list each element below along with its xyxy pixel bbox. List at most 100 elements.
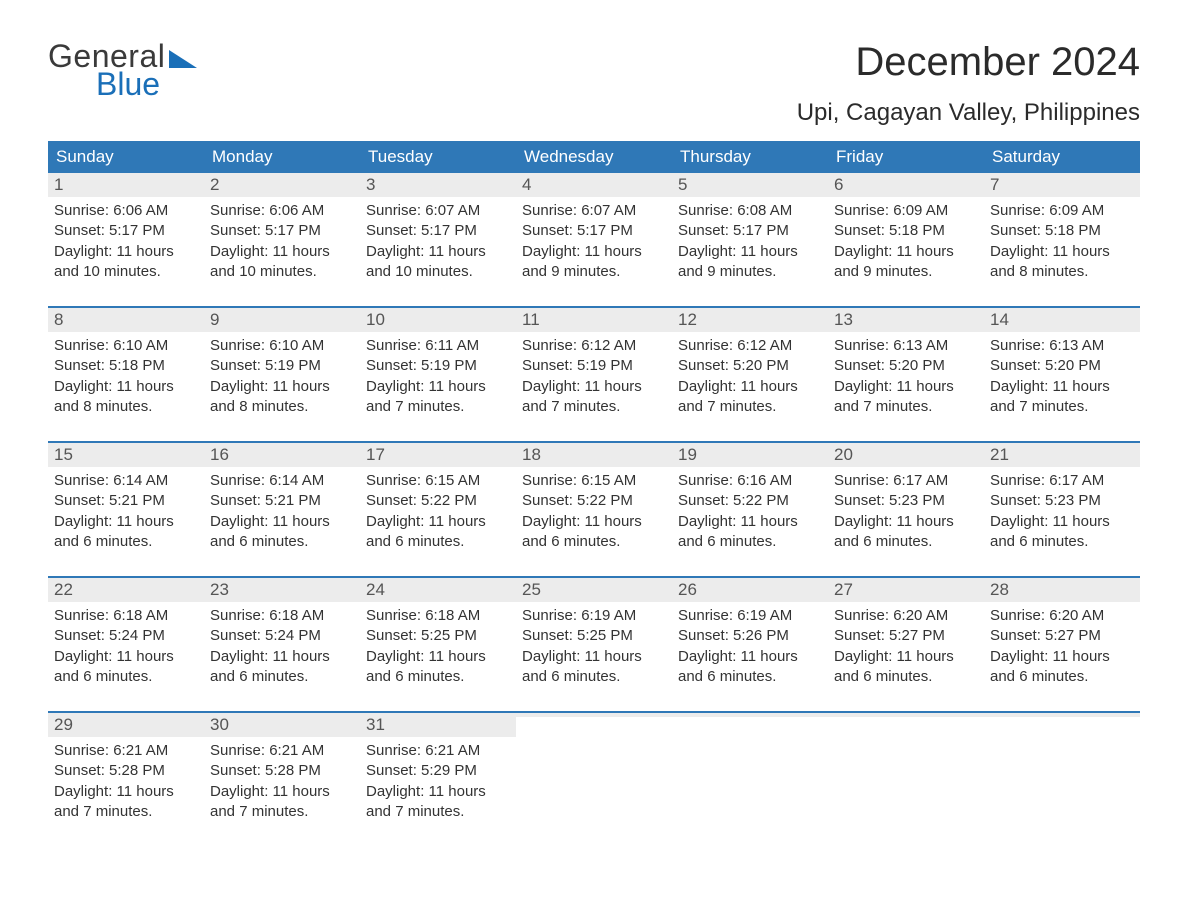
day-sunrise-text: Sunrise: 6:06 AM <box>210 201 354 221</box>
day-cell: 8Sunrise: 6:10 AMSunset: 5:18 PMDaylight… <box>48 308 204 431</box>
day-number: 3 <box>366 175 375 194</box>
day-sunrise-text: Sunrise: 6:11 AM <box>366 336 510 356</box>
weekday-header-row: Sunday Monday Tuesday Wednesday Thursday… <box>48 141 1140 173</box>
day-dl1-text: Daylight: 11 hours <box>678 242 822 262</box>
day-dl1-text: Daylight: 11 hours <box>834 512 978 532</box>
day-sunset-text: Sunset: 5:22 PM <box>366 491 510 511</box>
day-sunrise-text: Sunrise: 6:10 AM <box>54 336 198 356</box>
day-content: Sunrise: 6:15 AMSunset: 5:22 PMDaylight:… <box>360 467 516 552</box>
day-dl1-text: Daylight: 11 hours <box>678 377 822 397</box>
day-sunset-text: Sunset: 5:27 PM <box>990 626 1134 646</box>
day-cell: 30Sunrise: 6:21 AMSunset: 5:28 PMDayligh… <box>204 713 360 836</box>
day-number-row: 9 <box>204 308 360 332</box>
day-sunrise-text: Sunrise: 6:21 AM <box>366 741 510 761</box>
day-sunrise-text: Sunrise: 6:16 AM <box>678 471 822 491</box>
day-dl2-text: and 8 minutes. <box>990 262 1134 282</box>
day-number-row <box>828 713 984 717</box>
day-dl2-text: and 7 minutes. <box>522 397 666 417</box>
day-sunrise-text: Sunrise: 6:19 AM <box>678 606 822 626</box>
weekday-header: Sunday <box>48 141 204 173</box>
day-cell: 24Sunrise: 6:18 AMSunset: 5:25 PMDayligh… <box>360 578 516 701</box>
day-sunset-text: Sunset: 5:17 PM <box>54 221 198 241</box>
day-cell: 31Sunrise: 6:21 AMSunset: 5:29 PMDayligh… <box>360 713 516 836</box>
day-dl2-text: and 6 minutes. <box>990 532 1134 552</box>
day-number-row: 14 <box>984 308 1140 332</box>
day-dl1-text: Daylight: 11 hours <box>366 377 510 397</box>
day-cell: 27Sunrise: 6:20 AMSunset: 5:27 PMDayligh… <box>828 578 984 701</box>
day-content: Sunrise: 6:17 AMSunset: 5:23 PMDaylight:… <box>828 467 984 552</box>
day-content: Sunrise: 6:07 AMSunset: 5:17 PMDaylight:… <box>360 197 516 282</box>
day-number-row: 1 <box>48 173 204 197</box>
day-sunrise-text: Sunrise: 6:18 AM <box>366 606 510 626</box>
day-dl1-text: Daylight: 11 hours <box>210 377 354 397</box>
day-sunrise-text: Sunrise: 6:14 AM <box>210 471 354 491</box>
day-sunrise-text: Sunrise: 6:07 AM <box>522 201 666 221</box>
day-cell: 3 Sunrise: 6:07 AMSunset: 5:17 PMDaylight… <box>360 173 516 296</box>
day-content: Sunrise: 6:20 AMSunset: 5:27 PMDaylight:… <box>828 602 984 687</box>
day-dl2-text: and 6 minutes. <box>522 667 666 687</box>
day-number: 5 <box>678 175 687 194</box>
day-content: Sunrise: 6:19 AMSunset: 5:25 PMDaylight:… <box>516 602 672 687</box>
day-dl2-text: and 10 minutes. <box>366 262 510 282</box>
day-number: 26 <box>678 580 697 599</box>
day-number: 15 <box>54 445 73 464</box>
week-row: 15 Sunrise: 6:14 AM Sunset: 5:21 PM Dayligh… <box>48 441 1140 566</box>
weekday-header: Wednesday <box>516 141 672 173</box>
day-content: Sunrise: 6:15 AMSunset: 5:22 PMDaylight:… <box>516 467 672 552</box>
day-sunrise-text: Sunrise: 6:17 AM <box>834 471 978 491</box>
day-cell: 22Sunrise: 6:18 AMSunset: 5:24 PMDayligh… <box>48 578 204 701</box>
day-sunset-text: Sunset: 5:22 PM <box>522 491 666 511</box>
day-number: 24 <box>366 580 385 599</box>
day-dl1-text: Daylight: 11 hours <box>210 647 354 667</box>
day-content: Sunrise: 6:16 AMSunset: 5:22 PMDaylight:… <box>672 467 828 552</box>
day-sunset-text: Sunset: 5:23 PM <box>990 491 1134 511</box>
day-number: 21 <box>990 445 1009 464</box>
day-sunrise-text: Sunrise: 6:13 AM <box>834 336 978 356</box>
day-cell: 14Sunrise: 6:13 AMSunset: 5:20 PMDayligh… <box>984 308 1140 431</box>
week-row: 29Sunrise: 6:21 AMSunset: 5:28 PMDayligh… <box>48 711 1140 836</box>
day-sunset-text: Sunset: 5:17 PM <box>366 221 510 241</box>
day-dl1-text: Daylight: 11 hours <box>54 377 198 397</box>
day-cell: 11Sunrise: 6:12 AMSunset: 5:19 PMDayligh… <box>516 308 672 431</box>
day-cell: 15Sunrise: 6:14 AMSunset: 5:21 PMDayligh… <box>48 443 204 566</box>
day-sunset-text: Sunset: 5:17 PM <box>522 221 666 241</box>
day-dl1-text: Daylight: 11 hours <box>522 647 666 667</box>
day-content: Sunrise: 6:21 AMSunset: 5:29 PMDaylight:… <box>360 737 516 822</box>
day-content: Sunrise: 6:12 AMSunset: 5:20 PMDaylight:… <box>672 332 828 417</box>
day-number: 23 <box>210 580 229 599</box>
day-content: Sunrise: 6:18 AMSunset: 5:24 PMDaylight:… <box>48 602 204 687</box>
day-sunset-text: Sunset: 5:27 PM <box>834 626 978 646</box>
day-dl2-text: and 7 minutes. <box>366 802 510 822</box>
day-sunset-text: Sunset: 5:19 PM <box>366 356 510 376</box>
day-number-row <box>984 713 1140 717</box>
calendar: Sunday Monday Tuesday Wednesday Thursday… <box>48 141 1140 836</box>
day-sunset-text: Sunset: 5:24 PM <box>210 626 354 646</box>
day-sunset-text: Sunset: 5:29 PM <box>366 761 510 781</box>
day-sunset-text: Sunset: 5:22 PM <box>678 491 822 511</box>
week-row: 8Sunrise: 6:10 AMSunset: 5:18 PMDaylight… <box>48 306 1140 431</box>
day-dl2-text: and 7 minutes. <box>366 397 510 417</box>
day-content: Sunrise: 6:20 AMSunset: 5:27 PMDaylight:… <box>984 602 1140 687</box>
day-cell: 21Sunrise: 6:17 AMSunset: 5:23 PMDayligh… <box>984 443 1140 566</box>
day-number-row: 20 <box>828 443 984 467</box>
day-cell <box>984 713 1140 836</box>
day-number: 8 <box>54 310 63 329</box>
day-dl2-text: and 6 minutes. <box>210 532 354 552</box>
day-content: Sunrise: 6:19 AMSunset: 5:26 PMDaylight:… <box>672 602 828 687</box>
day-number-row: 27 <box>828 578 984 602</box>
day-content: Sunrise: 6:07 AMSunset: 5:17 PMDaylight:… <box>516 197 672 282</box>
day-cell: 26 Sunrise: 6:19 AMSunset: 5:26 PMDayligh… <box>672 578 828 701</box>
day-sunrise-text: Sunrise: 6:13 AM <box>990 336 1134 356</box>
day-content: Sunrise: 6:08 AMSunset: 5:17 PMDaylight:… <box>672 197 828 282</box>
title-block: December 2024 Upi, Cagayan Valley, Phili… <box>797 40 1140 127</box>
day-number-row: 19 <box>672 443 828 467</box>
day-number-row: 17 <box>360 443 516 467</box>
day-cell: 18Sunrise: 6:15 AMSunset: 5:22 PMDayligh… <box>516 443 672 566</box>
day-dl2-text: and 8 minutes. <box>210 397 354 417</box>
day-sunset-text: Sunset: 5:21 PM <box>54 491 198 511</box>
day-dl1-text: Daylight: 11 hours <box>678 512 822 532</box>
day-dl2-text: and 7 minutes. <box>678 397 822 417</box>
day-content: Sunrise: 6:21 AMSunset: 5:28 PMDaylight:… <box>204 737 360 822</box>
day-sunrise-text: Sunrise: 6:18 AM <box>54 606 198 626</box>
day-number-row: 7 <box>984 173 1140 197</box>
